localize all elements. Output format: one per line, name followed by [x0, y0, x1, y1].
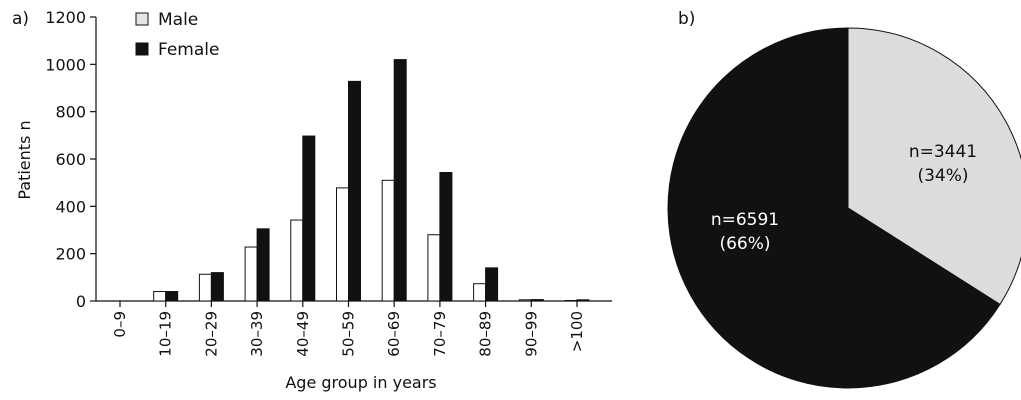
bar-male [154, 292, 166, 301]
pie: n=3441 (34%) n=6591 (66%) [668, 28, 1021, 388]
y-tick-label: 600 [55, 150, 86, 169]
panel-label-a: a) [12, 9, 29, 29]
pie-label-percent: (66%) [719, 234, 770, 254]
bar-female [394, 60, 406, 301]
bar-female [486, 268, 498, 301]
y-tick-label: 1000 [45, 55, 86, 74]
y-tick-label: 0 [76, 292, 86, 311]
y-tick-label: 800 [55, 103, 86, 122]
panel-label-b: b) [678, 9, 695, 29]
x-tick-label: 90–99 [522, 311, 540, 357]
bar-chart-panel: a) Patients n Age group in years 0 200 400… [12, 8, 612, 392]
bar-female [577, 300, 589, 301]
bar-male [428, 235, 440, 301]
legend-label-male: Male [158, 10, 198, 30]
pie-chart-panel: b) n=3441 (34%) n=6591 (66%) [668, 9, 1021, 388]
legend-label-female: Female [158, 40, 219, 60]
y-axis-label: Patients n [15, 120, 34, 199]
bar-female [211, 273, 223, 301]
x-tick-label: 60–69 [385, 311, 403, 357]
bar-male [199, 274, 211, 301]
x-tick-label: 20–29 [202, 311, 220, 357]
x-tick-label: 70–79 [431, 311, 449, 357]
x-tick-label: 40–49 [294, 311, 312, 357]
legend-swatch-male [136, 13, 148, 25]
legend-swatch-female [136, 43, 148, 55]
y-tick-label: 200 [55, 245, 86, 264]
x-tick-label: >100 [568, 311, 586, 352]
y-axis: 0 200 400 600 800 1000 1200 [45, 8, 96, 311]
pie-label-count: n=6591 [711, 210, 779, 230]
bar-female [166, 292, 178, 301]
bar-female [440, 172, 452, 301]
bar-female [257, 229, 269, 301]
x-tick-label: 80–89 [477, 311, 495, 357]
bar-female [349, 81, 361, 301]
bar-male [337, 188, 349, 301]
x-tick-label: 0–9 [111, 311, 129, 338]
bar-male [245, 247, 257, 301]
y-tick-label: 1200 [45, 8, 86, 27]
bar-female [303, 136, 315, 301]
bar-female [531, 300, 543, 301]
x-tick-label: 30–39 [248, 311, 266, 357]
y-tick-label: 400 [55, 197, 86, 216]
bars [154, 60, 589, 301]
bar-male [291, 220, 303, 301]
pie-label-count: n=3441 [909, 142, 977, 162]
bar-male [474, 284, 486, 301]
x-tick-label: 50–59 [340, 311, 358, 357]
x-axis-label: Age group in years [285, 373, 436, 392]
legend: Male Female [136, 10, 219, 60]
pie-label-percent: (34%) [917, 166, 968, 186]
x-tick-label: 10–19 [157, 311, 175, 357]
bar-male [382, 180, 394, 301]
x-axis: 0–9 10–19 20–29 30–39 40–49 50–59 60–69 70–79 80… [96, 301, 612, 357]
bar-male [519, 300, 531, 301]
